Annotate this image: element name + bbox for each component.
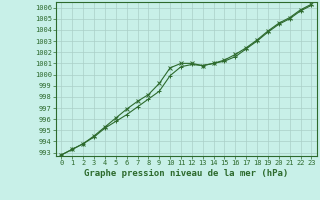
X-axis label: Graphe pression niveau de la mer (hPa): Graphe pression niveau de la mer (hPa) (84, 169, 289, 178)
